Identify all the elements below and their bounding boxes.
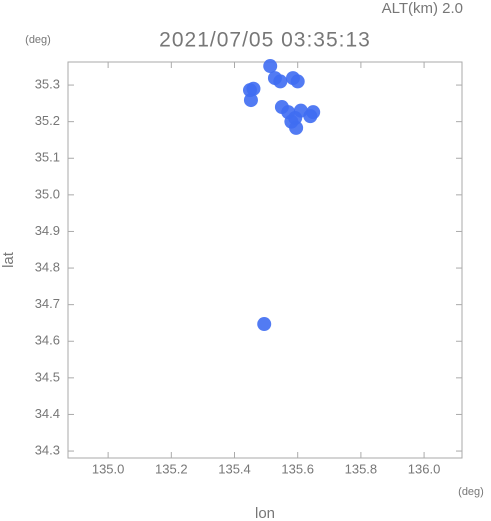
echo-point [243,93,258,108]
x-tick-label: 135.6 [281,461,314,476]
y-tick-label: 34.8 [35,259,60,274]
y-tick-label: 35.3 [35,76,60,91]
y-tick-label: 35.1 [35,150,60,165]
y-unit: (deg) [25,34,51,46]
echo-point [289,120,304,135]
y-tick-label: 34.7 [35,296,60,311]
y-tick-label: 35.0 [35,186,60,201]
x-tick-label: 135.0 [92,461,125,476]
x-tick-label: 135.8 [345,461,378,476]
x-axis-label: lon [255,505,275,521]
echo-point [257,317,272,332]
y-tick-label: 35.2 [35,113,60,128]
echo-point [303,109,318,124]
x-tick-label: 136.0 [408,461,441,476]
y-tick-label: 34.9 [35,223,60,238]
y-tick-label: 34.5 [35,369,60,384]
x-tick-label: 135.4 [218,461,251,476]
y-axis-label: lat [0,251,17,268]
echo-point [263,59,278,74]
echo-point [273,74,288,89]
altitude-label: ALT(km) 2.0 [382,0,463,17]
y-tick-label: 34.4 [35,406,60,421]
chart-title: 2021/07/05 03:35:13 [159,29,371,52]
echo-point [246,81,261,96]
y-tick-label: 34.6 [35,333,60,348]
x-unit: (deg) [458,486,484,498]
echo-point [290,74,305,89]
x-tick-label: 135.2 [155,461,188,476]
y-tick-label: 34.3 [35,442,60,457]
plot-frame [67,61,463,459]
